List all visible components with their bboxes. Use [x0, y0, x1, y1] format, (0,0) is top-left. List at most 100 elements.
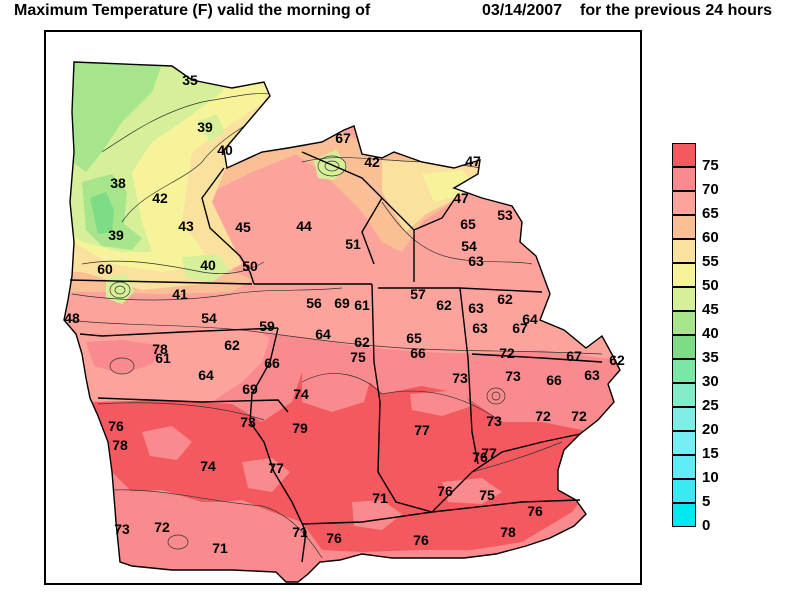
- legend-label: 70: [702, 181, 719, 198]
- temperature-label: 48: [64, 310, 80, 326]
- legend-label: 20: [702, 421, 719, 438]
- temperature-label: 76: [413, 532, 429, 548]
- legend-swatch: [672, 239, 696, 263]
- legend-swatch: [672, 335, 696, 359]
- temperature-label: 39: [197, 119, 213, 135]
- temperature-label: 63: [472, 320, 488, 336]
- temperature-label: 65: [460, 216, 476, 232]
- legend-swatch: [672, 503, 696, 527]
- temperature-label: 74: [200, 458, 216, 474]
- temperature-label: 72: [499, 345, 515, 361]
- temperature-label: 44: [296, 218, 312, 234]
- temperature-label: 39: [108, 227, 124, 243]
- temperature-label: 73: [452, 370, 468, 386]
- temperature-label: 76: [326, 530, 342, 546]
- legend-label: 35: [702, 349, 719, 366]
- temperature-label: 76: [472, 449, 488, 465]
- temperature-label: 47: [465, 153, 481, 169]
- temperature-label: 65: [406, 330, 422, 346]
- temperature-label: 56: [306, 295, 322, 311]
- legend-label: 50: [702, 277, 719, 294]
- temperature-label: 63: [584, 367, 600, 383]
- temperature-label: 63: [468, 253, 484, 269]
- temperature-label: 57: [410, 286, 426, 302]
- temperature-label: 45: [235, 219, 251, 235]
- map-title: Maximum Temperature (F) valid the mornin…: [0, 0, 810, 26]
- temperature-label: 64: [198, 367, 214, 383]
- legend-label: 0: [702, 517, 711, 534]
- temperature-label: 72: [571, 408, 587, 424]
- temperature-label: 72: [535, 408, 551, 424]
- temperature-label: 71: [372, 490, 388, 506]
- temperature-label: 79: [292, 420, 308, 436]
- legend-swatch: [672, 407, 696, 431]
- legend-swatch: [672, 167, 696, 191]
- temperature-label: 73: [486, 413, 502, 429]
- state-boundaries: [63, 61, 621, 583]
- legend-label: 65: [702, 205, 719, 222]
- temperature-label: 71: [212, 540, 228, 556]
- temperature-label: 75: [350, 349, 366, 365]
- legend-label: 60: [702, 229, 719, 246]
- legend-label: 75: [702, 157, 719, 174]
- temperature-label: 38: [110, 175, 126, 191]
- map-frame: 35 39 40 38 42 39 43 40 45 44 50 60 41 48 54 67 42 47 47 53…: [44, 30, 642, 585]
- legend-swatch: [672, 311, 696, 335]
- temperature-label: 64: [522, 311, 538, 327]
- temperature-label: 51: [345, 236, 361, 252]
- temperature-label: 62: [224, 337, 240, 353]
- legend-label: 10: [702, 469, 719, 486]
- temperature-label: 73: [114, 521, 130, 537]
- legend-label: 45: [702, 301, 719, 318]
- legend-swatch: [672, 455, 696, 479]
- temperature-label: 71: [292, 524, 308, 540]
- temperature-label: 61: [155, 350, 171, 366]
- title-suffix: for the previous 24 hours: [580, 2, 773, 19]
- temperature-label: 47: [453, 190, 469, 206]
- temperature-label: 63: [468, 300, 484, 316]
- temperature-label: 61: [354, 297, 370, 313]
- temperature-label: 78: [112, 437, 128, 453]
- legend-swatch: [672, 479, 696, 503]
- legend-swatch: [672, 359, 696, 383]
- legend-label: 15: [702, 445, 719, 462]
- temperature-label: 40: [200, 257, 216, 273]
- temperature-label: 54: [461, 238, 477, 254]
- title-text: Maximum Temperature (F) valid the mornin…: [14, 2, 371, 19]
- temperature-label: 72: [154, 519, 170, 535]
- temperature-label: 66: [546, 372, 562, 388]
- temperature-label: 62: [497, 291, 513, 307]
- legend-swatch: [672, 215, 696, 239]
- temperature-label: 64: [315, 326, 331, 342]
- temperature-label: 53: [497, 207, 513, 223]
- temperature-label: 73: [505, 368, 521, 384]
- temperature-label: 43: [178, 218, 194, 234]
- temperature-label: 76: [437, 483, 453, 499]
- title-date: 03/14/2007: [482, 2, 563, 19]
- temperature-label: 60: [97, 261, 113, 277]
- temperature-label: 67: [566, 348, 582, 364]
- temperature-label: 76: [108, 418, 124, 434]
- temperature-label: 69: [242, 381, 258, 397]
- temperature-label: 62: [436, 297, 452, 313]
- temperature-label: 76: [527, 503, 543, 519]
- temperature-label: 35: [182, 72, 198, 88]
- legend-label: 55: [702, 253, 719, 270]
- temperature-label: 67: [512, 320, 528, 336]
- temperature-label: 42: [364, 154, 380, 170]
- temperature-label: 67: [335, 130, 351, 146]
- temperature-label: 54: [201, 310, 217, 326]
- legend-swatch: [672, 143, 696, 167]
- legend-swatch: [672, 431, 696, 455]
- temperature-label: 75: [479, 487, 495, 503]
- temperature-label: 42: [152, 190, 168, 206]
- temperature-label: 62: [354, 334, 370, 350]
- legend-swatch: [672, 287, 696, 311]
- temperature-label: 78: [152, 341, 168, 357]
- temperature-label: 78: [500, 524, 516, 540]
- temperature-label: 50: [242, 258, 258, 274]
- legend-swatch: [672, 383, 696, 407]
- legend-label: 30: [702, 373, 719, 390]
- temperature-label: 77: [414, 422, 430, 438]
